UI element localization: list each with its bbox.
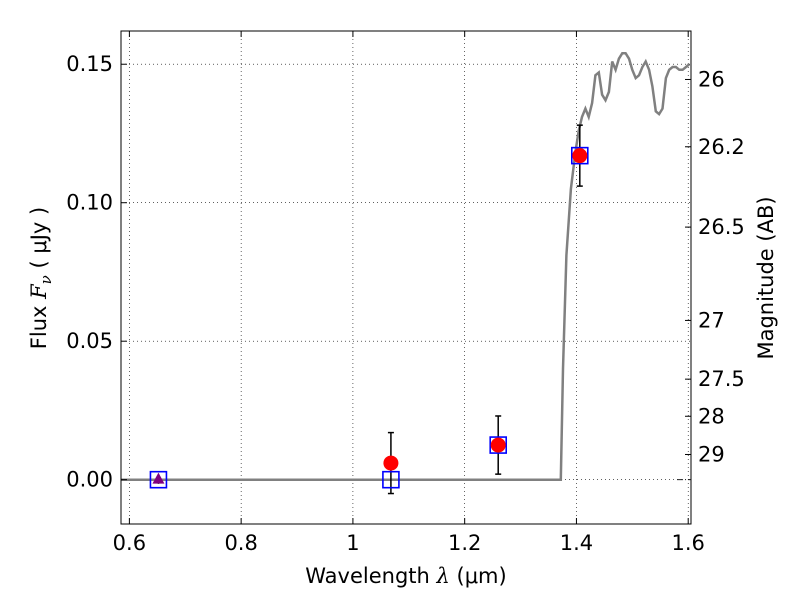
y2-axis-label: Magnitude (AB) <box>754 196 778 359</box>
model-photometry-square <box>382 470 400 489</box>
y-tick-label: 0.15 <box>66 52 113 76</box>
y-tick-label: 0.00 <box>66 468 113 492</box>
x-tick-label: 0.8 <box>224 531 257 555</box>
points-layer <box>149 124 589 495</box>
y-tick-label: 0.10 <box>66 191 113 215</box>
y-tick-label: 0.05 <box>66 329 113 353</box>
model-photometry-square <box>570 146 589 165</box>
y2-tick-label: 26 <box>698 67 725 91</box>
x-tick-label: 1.4 <box>560 531 593 555</box>
y2-tick-label: 29 <box>698 442 725 466</box>
observed-flux-point <box>572 148 588 164</box>
y2-tick-label: 26.2 <box>698 135 745 159</box>
x-tick-label: 0.6 <box>113 531 146 555</box>
plot-frame <box>120 30 692 525</box>
observed-flux-point <box>490 437 506 453</box>
y2-tick-label: 27.5 <box>698 367 745 391</box>
model-spectrum-line <box>121 51 691 481</box>
y2-tick-label: 27 <box>698 308 725 332</box>
observed-flux-point <box>383 455 399 471</box>
model-photometry-square <box>149 470 168 489</box>
model-photometry-square <box>489 436 508 454</box>
x-tick-label: 1 <box>346 531 359 555</box>
grid <box>121 31 691 524</box>
ticks-layer: 0.6 0.8 1 1.2 1.4 1.6 0.00 0.05 0.10 0.15 26 26.2 26… <box>66 31 745 555</box>
upper-limit-triangle <box>152 472 165 484</box>
x-tick-label: 1.6 <box>672 531 705 555</box>
y2-tick-label: 28 <box>698 404 725 428</box>
y2-tick-label: 26.5 <box>698 215 745 239</box>
x-axis-label: Wavelength λ (μm) <box>305 564 506 588</box>
x-tick-label: 1.2 <box>448 531 481 555</box>
y-axis-label: Flux Fν ( μJy ) <box>27 207 55 349</box>
spectrum-layer <box>121 51 691 481</box>
